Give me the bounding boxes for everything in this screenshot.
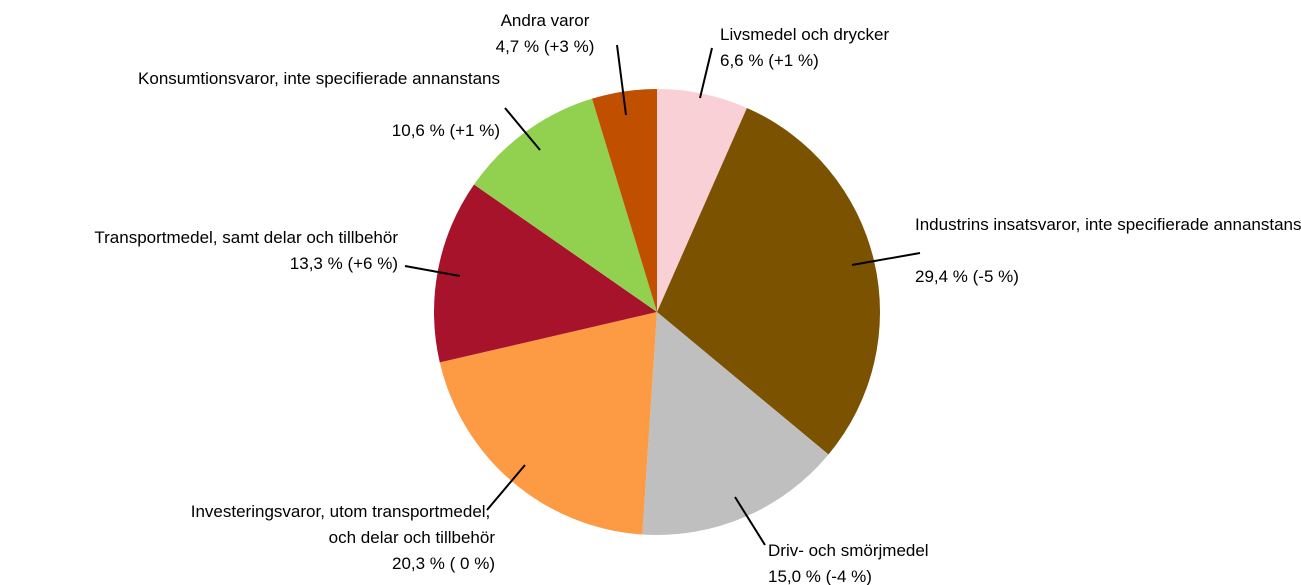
label-line: Andra varor: [501, 11, 590, 30]
label-line: Industrins insatsvaror, inte specifierad…: [915, 215, 1301, 234]
leader-line: [616, 44, 627, 116]
leader-line: [486, 464, 526, 511]
label-line: Konsumtionsvaror, inte specifierade anna…: [138, 69, 500, 88]
pie-slice: [642, 312, 829, 535]
label-line: Driv- och smörjmedel: [768, 541, 929, 560]
leader-line: [404, 265, 461, 277]
category-label: Transportmedel, samt delar och tillbehör: [94, 228, 398, 247]
pie-slice: [657, 107, 880, 455]
pie-slice: [657, 89, 747, 312]
leader-line: [734, 496, 766, 546]
category-label: Investeringsvaror, utom transportmedel, …: [191, 502, 496, 547]
pie-slice: [439, 312, 657, 535]
value-label: 20,3 % ( 0 %): [392, 554, 495, 573]
leader-line: [851, 252, 921, 266]
value-label: 4,7 % (+3 %): [496, 37, 595, 56]
value-label: 15,0 % (-4 %): [768, 567, 872, 585]
leaders: [404, 44, 921, 546]
category-label: Livsmedel och drycker: [720, 25, 889, 44]
label-line: och delar och tillbehör: [329, 528, 496, 547]
pie-slice: [434, 184, 657, 363]
value-label: 29,4 % (-5 %): [915, 267, 1019, 286]
category-label: Konsumtionsvaror, inte specifierade anna…: [138, 69, 500, 88]
label-line: Investeringsvaror, utom transportmedel,: [191, 502, 495, 521]
leader-line: [504, 107, 541, 151]
label-line: Transportmedel, samt delar och tillbehör: [94, 228, 398, 247]
label-line: Livsmedel och drycker: [720, 25, 889, 44]
category-label: Industrins insatsvaror, inte specifierad…: [915, 215, 1301, 234]
leader-line: [699, 47, 713, 99]
pie-slice: [592, 89, 657, 312]
category-label: Andra varor: [501, 11, 590, 30]
value-label: 10,6 % (+1 %): [392, 121, 500, 140]
value-label: 13,3 % (+6 %): [290, 254, 398, 273]
slices: [434, 89, 880, 535]
value-label: 6,6 % (+1 %): [720, 51, 819, 70]
category-label: Driv- och smörjmedel: [768, 541, 929, 560]
pie-slice: [474, 98, 657, 312]
